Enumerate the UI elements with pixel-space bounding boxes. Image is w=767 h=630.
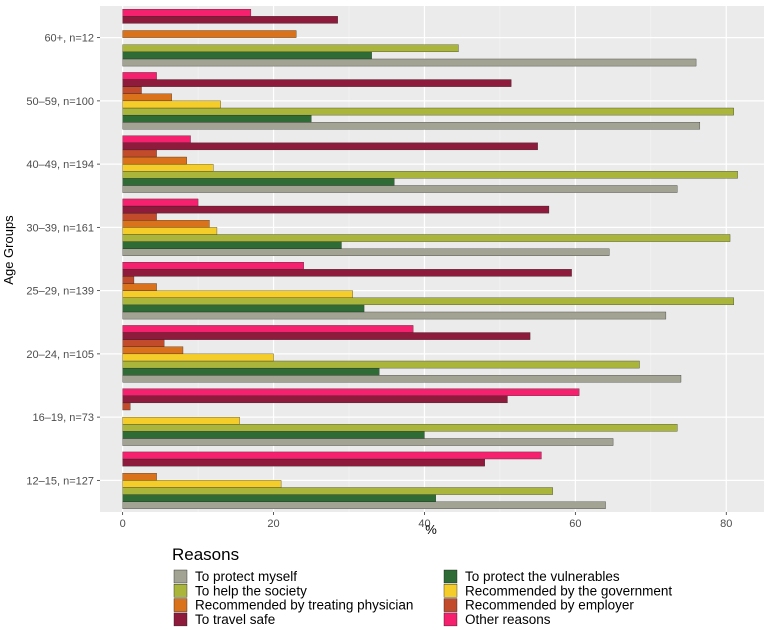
bar — [122, 346, 184, 355]
x-tick-label: 60 — [569, 518, 581, 530]
bar — [122, 185, 678, 193]
bar — [122, 339, 165, 347]
bar — [122, 79, 512, 87]
legend-label: Recommended by employer — [465, 598, 634, 613]
bar — [122, 451, 542, 460]
bar — [122, 353, 274, 362]
bar — [122, 122, 701, 130]
bar — [122, 30, 297, 38]
bar — [122, 360, 640, 369]
bars — [122, 9, 738, 509]
y-tick-labels: 12–15, n=127 16–19, n=73 20–24, n=105 25–29… — [26, 33, 100, 487]
bar — [122, 402, 131, 411]
x-tick-label: 40 — [418, 518, 430, 530]
bar — [122, 198, 199, 207]
bar — [122, 332, 531, 340]
bar — [122, 375, 682, 383]
x-tick-labels: 0 20 40 60 80 — [120, 512, 732, 530]
legend-label: To protect the vulnerables — [465, 569, 620, 584]
legend-label: Other reasons — [465, 612, 551, 627]
legend-swatch — [173, 612, 188, 627]
bar — [122, 290, 353, 298]
bar — [122, 156, 187, 165]
x-tick-label: 0 — [120, 518, 126, 530]
bar — [122, 262, 304, 270]
bar — [122, 163, 214, 172]
bar — [122, 276, 135, 284]
x-axis-title: % — [425, 522, 437, 537]
bar — [122, 234, 731, 242]
bar — [122, 205, 550, 214]
bar — [122, 44, 459, 53]
bar — [122, 283, 157, 291]
bar — [122, 220, 210, 228]
y-tick-label: 50–59, n=100 — [26, 96, 94, 108]
bar — [122, 241, 342, 249]
bar — [122, 388, 580, 396]
bar — [122, 480, 282, 488]
y-tick-label: 16–19, n=73 — [33, 412, 94, 424]
bar — [122, 424, 678, 432]
bar — [122, 227, 218, 235]
bar — [122, 431, 425, 439]
bar — [122, 86, 142, 94]
legend-swatch — [443, 598, 458, 612]
legend-swatch — [443, 584, 458, 598]
bar — [122, 501, 606, 509]
bar — [122, 304, 365, 313]
legend-swatch — [443, 569, 458, 584]
y-axis-title: Age Groups — [1, 215, 16, 285]
legend-label: Recommended by treating physician — [195, 598, 413, 613]
bar — [122, 297, 734, 306]
bar — [122, 135, 191, 143]
bar — [122, 100, 221, 109]
x-tick-label: 20 — [267, 518, 279, 530]
legend-swatch — [443, 612, 458, 627]
y-tick-label: 60+, n=12 — [44, 33, 94, 45]
y-tick-label: 30–39, n=161 — [26, 222, 94, 234]
bar — [122, 269, 572, 277]
y-tick-label: 25–29, n=139 — [26, 286, 94, 298]
bar — [122, 325, 414, 333]
bar — [122, 93, 172, 102]
bar — [122, 395, 508, 404]
legend: To protect myself To protect the vulnerab… — [173, 569, 672, 627]
bar — [122, 107, 734, 116]
y-tick-label: 12–15, n=127 — [26, 475, 94, 487]
legend-label: To travel safe — [195, 612, 275, 627]
bar — [122, 178, 395, 186]
bar — [122, 142, 538, 151]
bar — [122, 149, 157, 158]
bar — [122, 487, 553, 495]
x-tick-label: 80 — [720, 518, 732, 530]
legend-label: To help the society — [195, 583, 307, 598]
bar — [122, 51, 372, 60]
bar — [122, 114, 312, 123]
bar — [122, 438, 614, 446]
bar — [122, 248, 610, 256]
y-tick-label: 20–24, n=105 — [26, 349, 94, 361]
bar — [122, 416, 240, 425]
legend-swatch — [173, 598, 188, 612]
gridlines — [100, 6, 764, 512]
legend-label: To protect myself — [195, 569, 297, 584]
y-tick-label: 40–49, n=194 — [26, 159, 94, 171]
bar — [122, 494, 436, 502]
legend-swatch — [173, 584, 188, 598]
bar — [122, 212, 157, 221]
legend-label: Recommended by the government — [465, 583, 672, 598]
bar — [122, 171, 738, 179]
bar — [122, 311, 667, 320]
bar — [122, 458, 485, 467]
legend-title: Reasons — [172, 545, 239, 564]
bar — [122, 58, 697, 67]
bar — [122, 473, 157, 481]
bar — [122, 72, 157, 80]
legend-swatch — [173, 569, 188, 584]
bar — [122, 367, 380, 376]
bar — [122, 9, 252, 17]
bar — [122, 16, 338, 24]
